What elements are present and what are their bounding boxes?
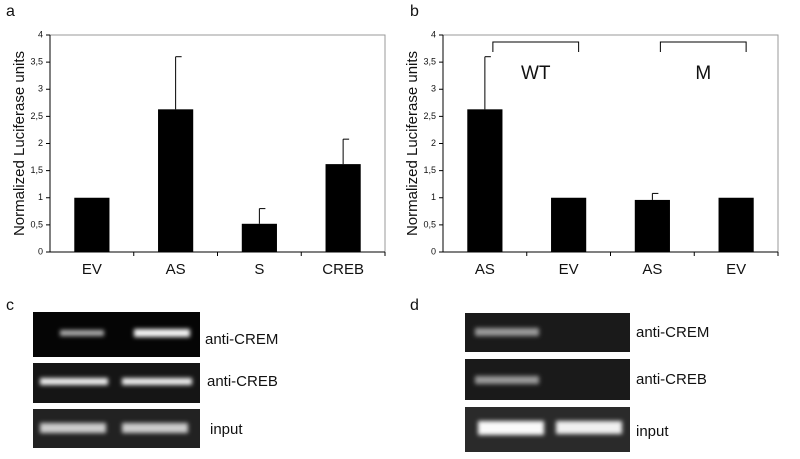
error-bar: [651, 192, 659, 200]
group-label: WT: [521, 63, 551, 84]
y-tick-label: 1,5: [30, 165, 43, 175]
gel-band: [478, 421, 544, 435]
group-bracket: [492, 41, 580, 52]
gel-row-label: input: [210, 421, 243, 438]
bar: [158, 109, 194, 252]
bar: [634, 199, 670, 252]
panel-label: c: [6, 297, 14, 314]
gel-band: [475, 328, 539, 336]
x-tick-label: AS: [642, 261, 662, 278]
y-axis-title: Normalized Luciferase units: [11, 51, 28, 236]
y-tick-label: 3: [38, 84, 43, 94]
y-tick-label: 0,5: [423, 219, 436, 229]
y-tick-label: 3,5: [30, 57, 43, 67]
bar: [551, 197, 587, 252]
y-tick-label: 2,5: [423, 111, 436, 121]
x-tick-label: CREB: [322, 261, 364, 278]
error-bar: [258, 208, 266, 224]
x-tick-label: S: [254, 261, 264, 278]
error-bar: [175, 56, 182, 110]
x-tick-label: AS: [166, 261, 186, 278]
gel-band: [40, 423, 106, 433]
gel-band: [122, 378, 192, 385]
y-tick-label: 3,5: [423, 57, 436, 67]
group-label: M: [695, 63, 711, 84]
gel-band: [134, 329, 190, 337]
error-bar: [342, 138, 350, 165]
gel-band: [475, 376, 539, 384]
gel-row-label: anti-CREM: [636, 324, 709, 341]
y-tick-label: 1: [38, 192, 43, 202]
gel-band: [40, 378, 108, 385]
y-tick-label: 0: [431, 246, 436, 256]
x-tick-label: EV: [726, 261, 746, 278]
y-tick-label: 0,5: [30, 219, 43, 229]
group-bracket: [659, 41, 747, 52]
y-tick-label: 3: [431, 84, 436, 94]
x-tick-label: EV: [559, 261, 579, 278]
bar: [241, 223, 277, 252]
y-tick-label: 1,5: [423, 165, 436, 175]
gel-row-label: anti-CREB: [636, 371, 707, 388]
x-tick-label: EV: [82, 261, 102, 278]
y-axis-title: Normalized Luciferase units: [404, 51, 421, 236]
gel-panel-d: d anti-CREM anti-CREB input: [410, 297, 709, 452]
bar: [325, 164, 361, 252]
gel-row-label: input: [636, 423, 669, 440]
gel-row-label: anti-CREM: [205, 331, 278, 348]
y-tick-label: 2: [431, 138, 436, 148]
panel-label: d: [410, 297, 419, 314]
bar: [74, 197, 110, 252]
y-tick-label: 0: [38, 246, 43, 256]
y-tick-label: 4: [431, 29, 436, 39]
bar: [718, 197, 754, 252]
error-bar: [484, 56, 491, 110]
y-tick-label: 2: [38, 138, 43, 148]
bar: [467, 109, 503, 252]
gel-row-label: anti-CREB: [207, 373, 278, 390]
panel-label: b: [410, 3, 419, 20]
y-tick-label: 2,5: [30, 111, 43, 121]
panel-label: a: [6, 3, 15, 20]
gel-band: [122, 423, 188, 433]
y-tick-label: 4: [38, 29, 43, 39]
gel-band: [556, 421, 622, 434]
gel-band: [60, 330, 104, 336]
x-tick-label: AS: [475, 261, 495, 278]
y-tick-label: 1: [431, 192, 436, 202]
gel-panel-c: c anti-CREM anti-CREB input: [6, 297, 278, 448]
